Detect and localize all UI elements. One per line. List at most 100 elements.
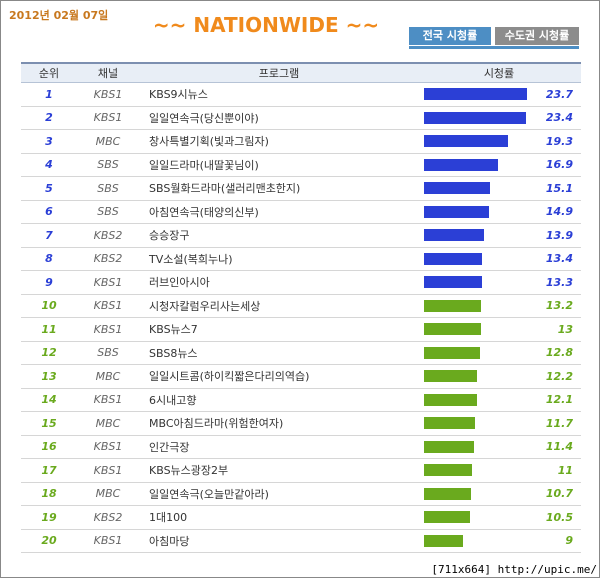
table-row: 14 KBS1 6시내고향 12.1	[21, 389, 581, 412]
rank: 16	[41, 440, 57, 454]
table-row: 3 MBC 창사특별기획(빛과그림자) 19.3	[21, 130, 581, 154]
rating: 23.7	[545, 87, 573, 101]
table-row: 4 SBS 일일드라마(내딸꽃님이) 16.9	[21, 154, 581, 177]
rank: 10	[41, 299, 57, 313]
channel: SBS	[97, 205, 119, 219]
table-row: 15 MBC MBC아침드라마(위험한여자) 11.7	[21, 412, 581, 436]
rating-bar	[424, 323, 481, 335]
channel: KBS1	[93, 534, 123, 548]
program: KBS뉴스광장2부	[149, 464, 229, 478]
rating: 11.4	[545, 440, 573, 454]
rank: 2	[45, 111, 53, 125]
table-row: 8 KBS2 TV소설(복희누나) 13.4	[21, 248, 581, 271]
rank: 15	[41, 416, 57, 430]
date: 2012년 02월 07일	[9, 9, 109, 22]
rating-bar	[424, 88, 528, 100]
rating-bar	[424, 205, 489, 218]
rating: 11.7	[545, 416, 573, 430]
column-header: 시청률	[483, 67, 515, 80]
rating-bar	[424, 534, 464, 547]
rank: 11	[41, 322, 57, 336]
program: 일일연속극(당신뿐이야)	[149, 111, 259, 125]
table-row: 6 SBS 아침연속극(태양의신부) 14.9	[21, 201, 581, 224]
rating: 10.5	[545, 510, 573, 524]
channel: SBS	[97, 158, 119, 172]
rating-bar	[424, 417, 475, 429]
rating-bar	[424, 511, 470, 523]
table-row: 1 KBS1 KBS9시뉴스 23.7	[21, 83, 581, 107]
program: SBS8뉴스	[149, 346, 198, 360]
rank: 1	[45, 87, 53, 101]
rating-bar	[424, 487, 471, 500]
channel: SBS	[97, 181, 119, 195]
rating: 12.2	[545, 369, 573, 383]
rating: 13	[557, 322, 573, 336]
table-row: 10 KBS1 시청자칼럼우리사는세상 13.2	[21, 295, 581, 318]
rank: 5	[45, 181, 53, 195]
tab[interactable]: 전국 시청률	[409, 27, 491, 45]
program: KBS9시뉴스	[149, 88, 208, 102]
rating: 16.9	[545, 158, 573, 172]
rating-bar	[424, 346, 480, 359]
channel: KBS2	[93, 228, 123, 242]
rating-bar	[424, 393, 477, 406]
channel: SBS	[97, 346, 119, 360]
rank: 13	[41, 369, 57, 383]
rating-bar	[424, 276, 482, 288]
program: 인간극장	[149, 440, 190, 454]
rank: 18	[41, 487, 57, 501]
rating-bar	[424, 135, 508, 147]
table: 순위 채널 프로그램 시청률 1 KBS1 KBS9시뉴스 23.7 2 KBS1 일일연속극(당…	[21, 62, 581, 553]
rating-bar	[424, 182, 490, 194]
rating-bar	[424, 299, 482, 312]
rating: 13.3	[545, 275, 573, 289]
rating-bar	[424, 440, 474, 453]
rating: 19.3	[545, 134, 573, 148]
rank: 3	[45, 134, 53, 148]
program: 아침연속극(태양의신부)	[149, 205, 259, 219]
channel: MBC	[95, 369, 121, 383]
table-header: 순위 채널 프로그램 시청률	[21, 64, 581, 83]
program: 시청자칼럼우리사는세상	[149, 299, 261, 313]
channel: MBC	[95, 416, 121, 430]
program: 일일시트콤(하이킥짧은다리의역습)	[149, 370, 310, 384]
rating-bar	[424, 464, 472, 476]
rank: 12	[41, 346, 57, 360]
program: 6시내고향	[149, 393, 197, 407]
channel: KBS1	[93, 322, 123, 336]
tab[interactable]: 수도권 시청률	[495, 27, 579, 45]
table-row: 11 KBS1 KBS뉴스7 13	[21, 318, 581, 342]
rating: 12.1	[545, 393, 573, 407]
rating: 12.8	[545, 346, 573, 360]
table-row: 16 KBS1 인간극장 11.4	[21, 436, 581, 459]
channel: KBS1	[93, 440, 123, 454]
rating: 15.1	[545, 181, 573, 195]
program: 러브인아시아	[149, 276, 210, 290]
channel: KBS1	[93, 87, 123, 101]
rank: 9	[45, 275, 53, 289]
rating-bar	[424, 370, 478, 382]
table-row: 9 KBS1 러브인아시아 13.3	[21, 271, 581, 295]
rank: 8	[45, 252, 53, 266]
rank: 14	[41, 393, 57, 407]
table-row: 7 KBS2 승승장구 13.9	[21, 224, 581, 248]
program: 1대100	[149, 511, 188, 525]
rank: 20	[41, 534, 57, 548]
channel: KBS1	[93, 463, 123, 477]
program: 창사특별기획(빛과그림자)	[149, 135, 269, 149]
rating: 9	[565, 534, 573, 548]
rank: 7	[45, 228, 53, 242]
rating-bar	[424, 229, 485, 241]
program: 승승장구	[149, 229, 190, 243]
program: 일일드라마(내딸꽃님이)	[149, 158, 259, 172]
column-header: 채널	[97, 67, 119, 80]
rank: 19	[41, 510, 57, 524]
channel: KBS1	[93, 111, 123, 125]
rating: 23.4	[545, 111, 573, 125]
channel: KBS1	[93, 275, 123, 289]
program: TV소설(복희누나)	[149, 252, 233, 266]
rating: 11	[557, 463, 573, 477]
channel: MBC	[95, 487, 121, 501]
rating: 13.9	[545, 228, 573, 242]
